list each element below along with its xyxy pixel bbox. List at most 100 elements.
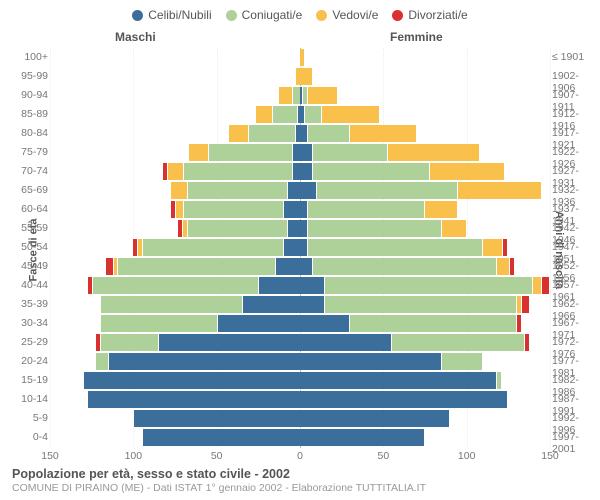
seg-con — [308, 220, 441, 237]
pyramid-row: 40-441957-1961 — [50, 276, 550, 295]
chart-subtitle: COMUNE DI PIRAINO (ME) - Dati ISTAT 1° g… — [12, 482, 588, 494]
pyramid-row: 65-691932-1936 — [50, 181, 550, 200]
legend-label: Coniugati/e — [242, 8, 303, 22]
seg-con — [325, 296, 517, 313]
footer: Popolazione per età, sesso e stato civil… — [12, 467, 588, 494]
x-tick: 0 — [297, 450, 303, 462]
seg-v — [170, 182, 187, 199]
swatch-coniugati — [226, 10, 237, 21]
seg-c — [142, 429, 300, 446]
seg-v — [533, 277, 541, 294]
seg-con — [142, 239, 284, 256]
seg-con — [187, 220, 287, 237]
age-label: 25-29 — [10, 336, 48, 348]
pyramid-row: 95-991902-1906 — [50, 67, 550, 86]
age-label: 20-24 — [10, 355, 48, 367]
seg-c — [300, 239, 308, 256]
age-label: 90-94 — [10, 89, 48, 101]
seg-d — [542, 277, 550, 294]
seg-con — [313, 144, 388, 161]
age-label: 80-84 — [10, 127, 48, 139]
seg-v — [175, 201, 183, 218]
seg-c — [283, 201, 300, 218]
bar-male — [142, 429, 300, 446]
pyramid-row: 35-391962-1966 — [50, 295, 550, 314]
seg-c — [258, 277, 300, 294]
bar-female — [300, 353, 483, 370]
x-tick: 50 — [377, 450, 389, 462]
bar-male — [132, 239, 300, 256]
legend-item-coniugati: Coniugati/e — [226, 8, 303, 22]
bar-female — [300, 372, 502, 389]
age-label: 35-39 — [10, 298, 48, 310]
bar-male — [177, 220, 300, 237]
pyramid-row: 85-891912-1916 — [50, 105, 550, 124]
seg-con — [117, 258, 275, 275]
bar-female — [300, 106, 380, 123]
bar-female — [300, 220, 467, 237]
bar-male — [133, 410, 300, 427]
seg-c — [300, 296, 325, 313]
bar-male — [170, 182, 300, 199]
seg-con — [497, 372, 502, 389]
seg-c — [300, 163, 313, 180]
pyramid-row: 15-191982-1986 — [50, 371, 550, 390]
seg-c — [292, 144, 300, 161]
bar-female — [300, 315, 522, 332]
seg-v — [255, 106, 272, 123]
seg-c — [300, 258, 313, 275]
seg-c — [300, 353, 442, 370]
age-label: 5-9 — [10, 412, 48, 424]
seg-d — [522, 296, 530, 313]
seg-con — [95, 353, 108, 370]
legend-label: Divorziati/e — [408, 8, 467, 22]
bar-male — [83, 372, 300, 389]
bar-male — [228, 125, 300, 142]
seg-con — [272, 106, 297, 123]
seg-c — [300, 125, 308, 142]
age-label: 50-54 — [10, 241, 48, 253]
bar-male — [105, 258, 300, 275]
swatch-celibi — [132, 10, 143, 21]
legend-label: Celibi/Nubili — [148, 8, 211, 22]
seg-v — [300, 68, 313, 85]
year-label: ≤ 1901 — [552, 51, 600, 63]
bar-male — [87, 391, 300, 408]
seg-c — [300, 182, 317, 199]
pyramid-row: 75-791922-1926 — [50, 143, 550, 162]
legend-item-vedovi: Vedovi/e — [316, 8, 378, 22]
seg-con — [325, 277, 533, 294]
seg-v — [497, 258, 510, 275]
pyramid-row: 55-591942-1946 — [50, 219, 550, 238]
seg-d — [510, 258, 515, 275]
swatch-vedovi — [316, 10, 327, 21]
seg-con — [350, 315, 517, 332]
age-label: 65-69 — [10, 184, 48, 196]
seg-d — [503, 239, 508, 256]
bar-female — [300, 334, 530, 351]
x-tick: 100 — [125, 450, 143, 462]
seg-c — [133, 410, 300, 427]
bar-female — [300, 125, 417, 142]
seg-con — [317, 182, 459, 199]
bar-male — [87, 277, 300, 294]
bar-male — [188, 144, 300, 161]
age-label: 55-59 — [10, 222, 48, 234]
seg-c — [300, 334, 392, 351]
header-male: Maschi — [115, 30, 156, 44]
seg-c — [300, 277, 325, 294]
age-label: 45-49 — [10, 260, 48, 272]
seg-c — [300, 315, 350, 332]
seg-d — [517, 315, 522, 332]
bar-male — [95, 334, 300, 351]
age-label: 0-4 — [10, 431, 48, 443]
seg-c — [108, 353, 300, 370]
bar-female — [300, 296, 530, 313]
pyramid-row: 100+≤ 1901 — [50, 48, 550, 67]
pyramid-row: 90-941907-1911 — [50, 86, 550, 105]
bar-female — [300, 429, 425, 446]
seg-c — [300, 220, 308, 237]
pyramid-row: 70-741927-1931 — [50, 162, 550, 181]
age-label: 70-74 — [10, 165, 48, 177]
bar-female — [300, 201, 458, 218]
